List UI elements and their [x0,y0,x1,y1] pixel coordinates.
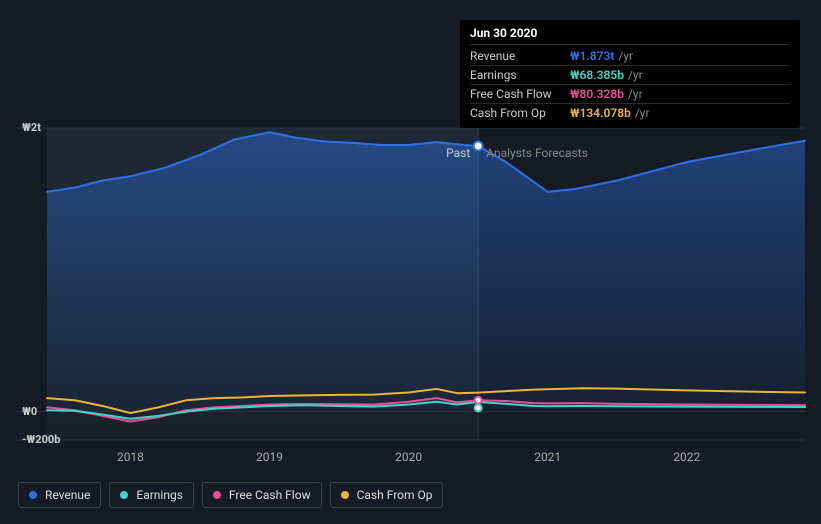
tooltip-row: Earnings₩68.385b/yr [470,66,790,85]
legend-swatch [120,491,128,499]
tooltip-row-label: Cash From Op [470,106,570,120]
tooltip-row-value: ₩80.328b [570,87,624,101]
legend-item-cash-from-op[interactable]: Cash From Op [330,482,444,508]
x-axis-tick: 2018 [117,450,144,464]
x-axis-tick: 2020 [395,450,422,464]
tooltip-row-unit: /yr [628,68,643,82]
x-axis-tick: 2021 [534,450,561,464]
legend-label: Earnings [136,488,183,502]
legend-label: Revenue [45,488,90,502]
tooltip-date: Jun 30 2020 [470,26,790,45]
tooltip-row: Revenue₩1.873t/yr [470,47,790,66]
legend-swatch [213,491,221,499]
legend-item-earnings[interactable]: Earnings [109,482,194,508]
y-axis-tick: ₩0 [22,405,37,418]
tooltip-row-label: Free Cash Flow [470,87,570,101]
tooltip-row-value: ₩68.385b [570,68,624,82]
legend-item-free-cash-flow[interactable]: Free Cash Flow [202,482,322,508]
chart-tooltip: Jun 30 2020 Revenue₩1.873t/yrEarnings₩68… [460,20,800,128]
legend-label: Free Cash Flow [229,488,311,502]
legend-label: Cash From Op [357,488,433,502]
x-axis-tick: 2022 [673,450,700,464]
legend-swatch [341,491,349,499]
forecast-label: Analysts Forecasts [486,146,588,160]
tooltip-row-unit: /yr [635,106,650,120]
y-axis-tick: ₩2t [22,121,41,134]
tooltip-row: Free Cash Flow₩80.328b/yr [470,85,790,104]
financials-chart: ₩2t ₩0 -₩200b 2018 2019 2020 2021 2022 Past An… [0,0,821,524]
tooltip-row-label: Revenue [470,49,570,63]
tooltip-row-label: Earnings [470,68,570,82]
y-axis-tick: -₩200b [22,433,60,446]
tooltip-row: Cash From Op₩134.078b/yr [470,104,790,122]
past-label: Past [446,146,470,160]
tooltip-row-unit: /yr [618,49,633,63]
tooltip-row-value: ₩134.078b [570,106,631,120]
legend-item-revenue[interactable]: Revenue [18,482,101,508]
legend-swatch [29,491,37,499]
tooltip-row-unit: /yr [628,87,643,101]
x-axis-tick: 2019 [256,450,283,464]
tooltip-row-value: ₩1.873t [570,49,614,63]
chart-legend: Revenue Earnings Free Cash Flow Cash From O… [18,482,443,508]
